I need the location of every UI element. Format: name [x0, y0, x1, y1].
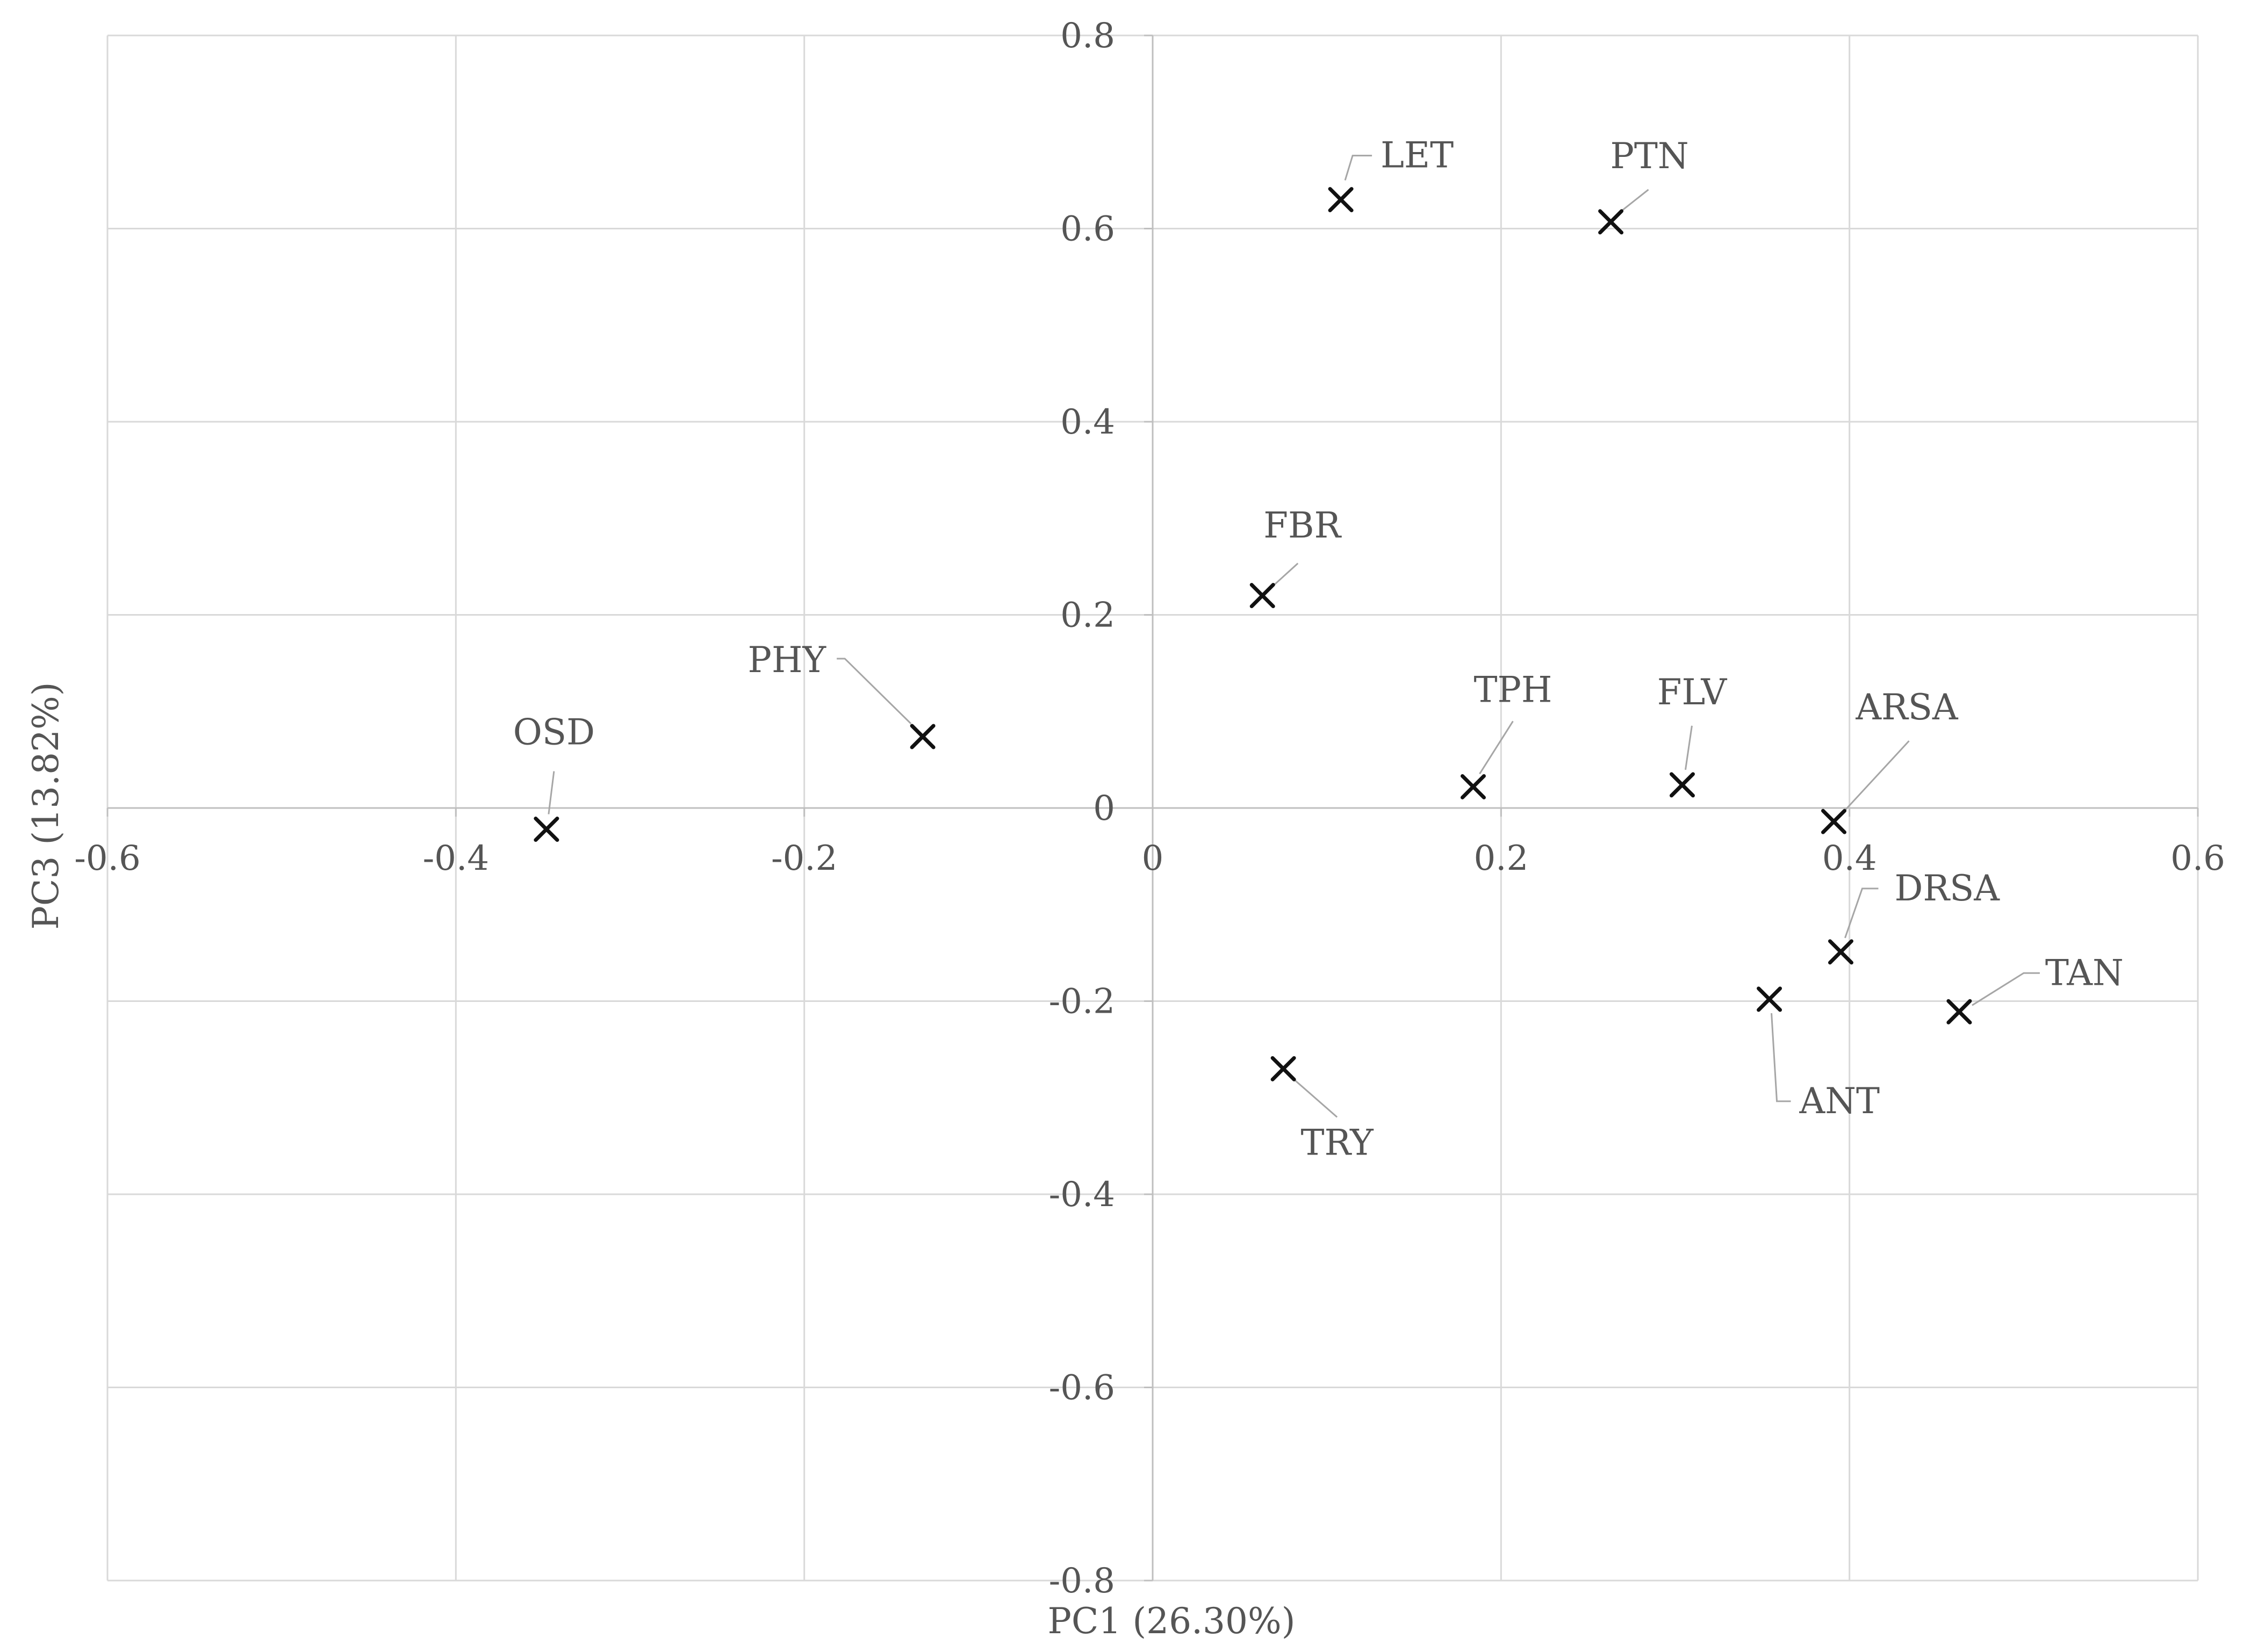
x-tick-label: -0.4 [423, 839, 489, 878]
marker-stroke [534, 817, 559, 842]
data-point-marker [1669, 772, 1695, 798]
data-point-label: TRY [1300, 1122, 1374, 1163]
data-point-marker [1821, 809, 1846, 834]
data-point-marker [1757, 986, 1782, 1012]
x-tick-label: -0.2 [771, 839, 837, 878]
data-point-label: PTN [1610, 135, 1688, 177]
marker-stroke [1946, 999, 1972, 1025]
y-tick-label: 0.4 [1060, 402, 1115, 442]
leader-line [837, 658, 912, 725]
leader-line [1274, 562, 1299, 586]
data-point-label: ARSA [1855, 687, 1959, 728]
leader-line [1684, 725, 1693, 770]
y-axis-title: PC3 (13.82%) [25, 682, 67, 929]
data-point-label: PHY [748, 639, 827, 681]
axes [106, 34, 2199, 1582]
leader-line [1972, 972, 2040, 1006]
x-tick-label: -0.6 [74, 839, 140, 878]
y-tick-label: 0.6 [1060, 210, 1115, 249]
x-tick-label: 0.4 [1822, 839, 1877, 878]
data-point-marker [1460, 774, 1486, 799]
marker-stroke [1757, 986, 1782, 1012]
marker-stroke [1669, 772, 1695, 798]
leader-line [1844, 740, 1910, 812]
marker-stroke [1598, 209, 1624, 235]
y-tick-label: -0.2 [1049, 982, 1115, 1022]
data-point-label: ANT [1799, 1080, 1880, 1122]
data-point-marker [910, 724, 936, 749]
leader-line [1771, 1013, 1791, 1102]
leader-lines [548, 155, 2040, 1118]
leader-line [1479, 720, 1514, 775]
data-point-marker [1598, 209, 1624, 235]
y-tick-label: 0.2 [1060, 596, 1115, 636]
data-point-marker [1249, 583, 1275, 609]
marker-stroke [1270, 1056, 1296, 1081]
marker-stroke [910, 724, 936, 749]
y-tick-label: 0 [1093, 789, 1115, 828]
data-point-label: DRSA [1894, 868, 2000, 909]
leader-line [1622, 189, 1649, 211]
tick-labels: -0.6 -0.4 -0.2 0 0.2 0.4 0.6 -0.8 -0.6 -0.4 -0.2 0 0… [74, 16, 2225, 1601]
leader-line [1844, 888, 1879, 939]
marker-stroke [1460, 774, 1486, 799]
data-point-marker [1828, 939, 1853, 965]
x-tick-label: 0 [1142, 839, 1164, 878]
leader-line [548, 771, 555, 814]
marker-stroke [1328, 187, 1354, 213]
data-point-marker [1328, 187, 1354, 213]
marker-stroke [1249, 583, 1275, 609]
y-tick-label: -0.4 [1049, 1175, 1115, 1215]
leader-line [1344, 155, 1372, 181]
y-tick-label: 0.8 [1060, 16, 1115, 56]
data-point-label: FBR [1263, 505, 1342, 546]
data-points [534, 187, 1972, 1081]
marker-stroke [1821, 809, 1846, 834]
marker-stroke [1828, 939, 1853, 965]
data-point-label: LET [1381, 135, 1454, 176]
data-point-marker [1270, 1056, 1296, 1081]
data-point-label: TPH [1473, 669, 1552, 710]
x-tick-label: 0.2 [1473, 839, 1528, 878]
data-point-label: FLV [1657, 672, 1728, 713]
data-point-marker [1946, 999, 1972, 1025]
x-axis-title: PC1 (26.30%) [1047, 1600, 1295, 1642]
x-tick-label: 0.6 [2170, 839, 2225, 878]
data-point-label: OSD [513, 712, 595, 753]
data-point-marker [534, 817, 559, 842]
leader-line [1293, 1079, 1338, 1118]
y-tick-label: -0.6 [1049, 1368, 1115, 1408]
y-tick-label: -0.8 [1049, 1561, 1115, 1601]
point-labels: LET PTN FBR PHY OSD TPH FLV ARSA DRSA TAN ANT TRY [513, 135, 2124, 1164]
data-point-label: TAN [2045, 952, 2124, 993]
